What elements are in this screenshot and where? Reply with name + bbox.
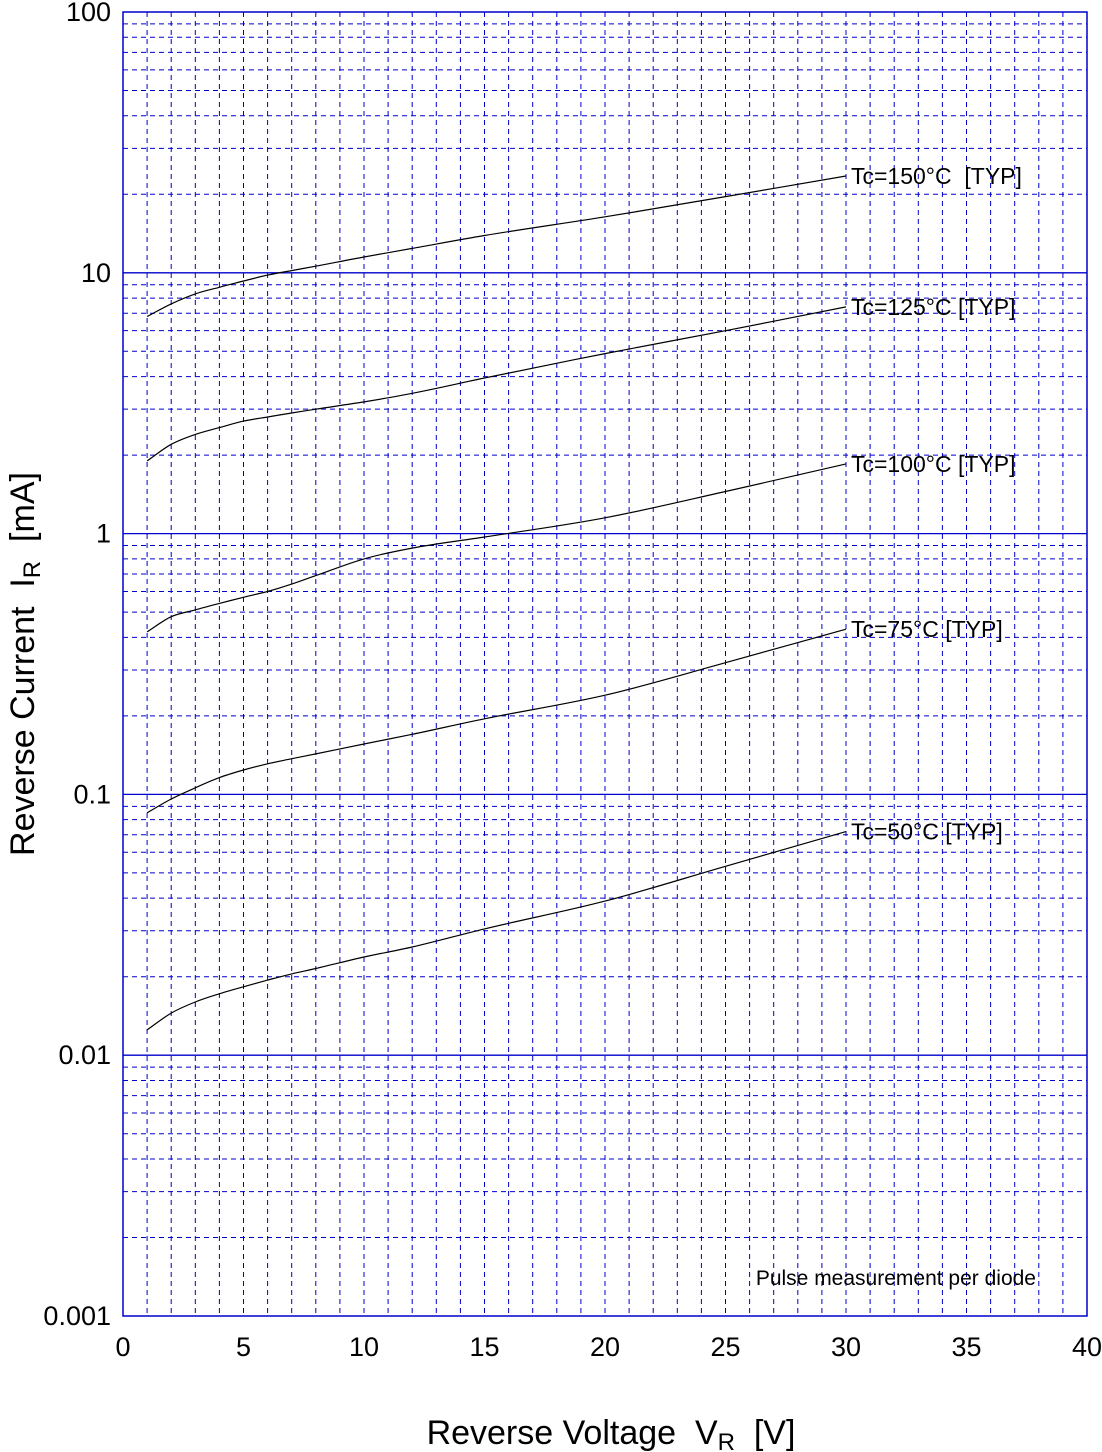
y-tick-label: 0.001 — [43, 1301, 111, 1331]
x-tick-label: 40 — [1072, 1332, 1102, 1362]
series-curve — [146, 463, 847, 633]
plot-frame — [122, 11, 1088, 1317]
series-label: Tc=100°C [TYP] — [851, 451, 1016, 477]
y-axis-title: Reverse Current IR [mA] — [4, 472, 46, 856]
x-tick-label: 5 — [236, 1332, 251, 1362]
x-axis-title-main: Reverse Voltage V — [427, 1414, 718, 1452]
curves — [146, 175, 847, 1031]
pulse-measurement-note: Pulse measurement per diode — [756, 1267, 1036, 1290]
series-label: Tc=50°C [TYP] — [851, 819, 1003, 845]
y-tick-label: 0.01 — [58, 1040, 111, 1070]
y-axis-title-subscript: R — [19, 561, 46, 578]
x-tick-label: 20 — [590, 1332, 620, 1362]
x-tick-labels: 0 5 10 15 20 25 30 35 40 — [115, 1332, 1102, 1362]
x-tick-label: 10 — [349, 1332, 379, 1362]
x-tick-label: 0 — [115, 1332, 130, 1362]
y-tick-label: 100 — [66, 0, 111, 27]
series-label: Tc=75°C [TYP] — [851, 616, 1003, 642]
series-curve — [146, 306, 847, 462]
x-axis-title-unit: [V] — [735, 1414, 795, 1452]
series-label: Tc=125°C [TYP] — [851, 294, 1016, 320]
y-tick-label: 0.1 — [73, 779, 111, 809]
x-tick-label: 15 — [469, 1332, 499, 1362]
x-tick-label: 35 — [951, 1332, 981, 1362]
y-tick-label: 10 — [81, 258, 111, 288]
series-labels: Tc=150°C [TYP] Tc=125°C [TYP] Tc=100°C [TY… — [851, 163, 1022, 845]
series-curve — [146, 628, 847, 814]
decade-lines — [123, 272, 1087, 1056]
y-axis-title-unit: [mA] — [4, 472, 42, 561]
x-tick-label: 30 — [831, 1332, 861, 1362]
x-axis-title-subscript: R — [718, 1429, 735, 1452]
y-tick-labels: 0.001 0.01 0.1 1 10 100 — [43, 0, 111, 1331]
grid — [123, 12, 1087, 1316]
y-axis-title-main: Reverse Current I — [4, 578, 42, 856]
series-curve — [146, 831, 847, 1031]
x-tick-label: 25 — [710, 1332, 740, 1362]
x-axis-title: Reverse Voltage VR [V] — [427, 1414, 796, 1452]
series-label: Tc=150°C [TYP] — [851, 163, 1022, 189]
y-tick-label: 1 — [96, 519, 111, 549]
series-curve — [146, 175, 847, 318]
